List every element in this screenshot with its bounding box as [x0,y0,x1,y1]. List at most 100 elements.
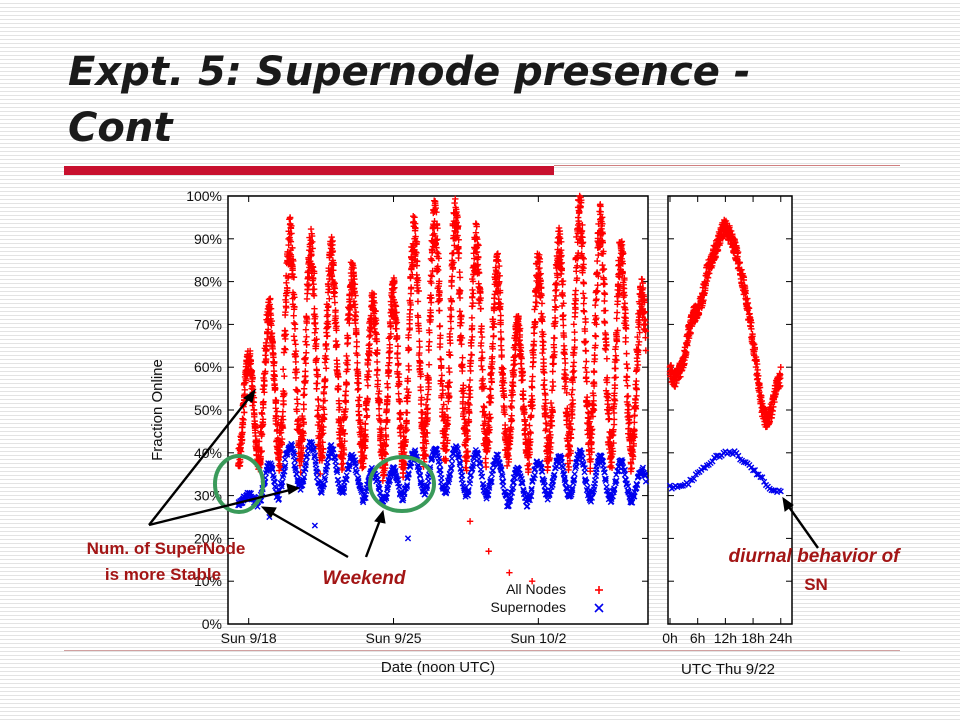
all-nodes-point [302,368,309,375]
all-nodes-point [436,297,443,304]
all-nodes-point [487,414,494,421]
all-nodes-point [503,462,511,470]
all-nodes-point [446,333,453,341]
all-nodes-point [549,382,557,390]
all-nodes-point [414,320,422,327]
all-nodes-point [309,238,316,246]
all-nodes-point [395,370,403,378]
main-ytick-label: 60% [194,359,222,375]
all-nodes-point [414,298,422,305]
all-nodes-point [311,320,319,328]
all-nodes-point [241,391,249,398]
all-nodes-point [263,346,270,353]
all-nodes-point [355,401,363,408]
all-nodes-point [551,322,558,330]
all-nodes-point [258,448,265,455]
all-nodes-point [326,295,333,302]
main-x-axis-title: Date (noon UTC) [381,659,495,676]
all-nodes-point [291,325,299,332]
all-nodes-point [500,374,507,382]
all-nodes-point [290,274,298,281]
all-nodes-point [436,287,443,295]
all-nodes-point [313,385,320,392]
all-nodes-point [460,390,467,397]
all-nodes-point [367,328,374,335]
all-nodes-point [319,427,326,434]
all-nodes-point [500,365,507,372]
all-nodes-point [302,349,310,356]
all-nodes-point [255,438,263,445]
all-nodes-point [239,415,246,422]
all-nodes-point [495,257,502,265]
all-nodes-point [551,351,558,358]
all-nodes-point [324,318,332,325]
all-nodes-point [540,381,547,389]
all-nodes-point [456,274,464,281]
all-nodes-point [334,341,341,348]
all-nodes-point [559,292,566,300]
all-nodes-point [314,373,321,380]
all-nodes-point [290,319,298,327]
all-nodes-point [413,257,421,265]
all-nodes-point [298,458,305,465]
all-nodes-point [397,422,405,429]
all-nodes-point [453,208,460,216]
all-nodes-point [365,373,372,381]
all-nodes-point [459,354,466,361]
all-nodes-point [362,426,369,434]
all-nodes-point [411,214,418,221]
all-nodes-point [439,390,447,397]
all-nodes-point [272,405,279,412]
all-nodes-point [282,346,289,353]
all-nodes-point [474,253,482,261]
all-nodes-point [542,406,549,414]
all-nodes-point [403,417,410,424]
all-nodes-point [339,455,347,462]
all-nodes-point [339,426,347,434]
all-nodes-point [552,318,559,325]
all-nodes-point [267,311,275,319]
all-nodes-point [303,333,310,341]
all-nodes-point [466,376,474,384]
all-nodes-point [303,341,310,348]
all-nodes-point [463,458,470,465]
all-nodes-point [520,396,527,403]
all-nodes-point [407,284,415,291]
all-nodes-point [384,393,391,400]
all-nodes-point [516,327,523,335]
all-nodes-point [488,379,495,386]
all-nodes-point [496,287,504,294]
annotation-stable-line2: is more Stable [105,565,221,584]
all-nodes-point [373,335,380,343]
all-nodes-point [455,236,462,243]
all-nodes-point [558,265,565,272]
all-nodes-point [275,467,283,474]
all-nodes-point [467,351,475,358]
all-nodes-point [352,292,359,299]
all-nodes-point [475,269,483,277]
all-nodes-point [478,348,486,356]
all-nodes-point [478,362,485,370]
all-nodes-point [541,369,548,376]
all-nodes-point [462,442,469,449]
all-nodes-point [303,295,311,303]
all-nodes-point [551,296,559,304]
all-nodes-point [251,421,259,428]
all-nodes-point [403,385,411,393]
all-nodes-point [346,320,353,327]
all-nodes-point [509,383,517,390]
all-nodes-point [497,300,504,307]
all-nodes-point [293,406,300,413]
annotation-stable-line1: Num. of SuperNode [87,539,246,558]
all-nodes-point [319,430,327,437]
all-nodes-point [391,284,398,291]
footer-rule [64,650,900,651]
all-nodes-point [416,365,424,372]
annotation-diurnal-line2: SN [804,575,828,594]
all-nodes-point [479,354,486,362]
all-nodes-point [424,405,431,412]
all-nodes-point [413,271,420,279]
all-nodes-point [487,370,494,378]
all-nodes-point [413,238,421,246]
all-nodes-point [354,386,361,394]
